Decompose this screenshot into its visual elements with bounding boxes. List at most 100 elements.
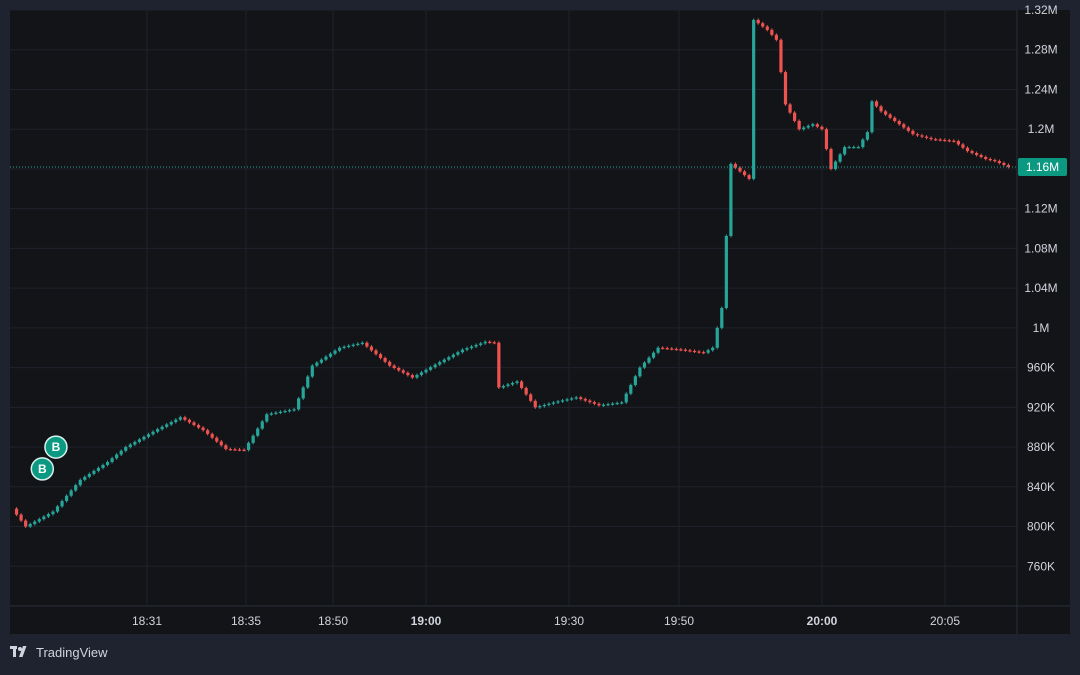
candle-body: [201, 427, 205, 431]
candle-body: [479, 343, 483, 345]
candle-body: [383, 357, 387, 362]
candle-body: [624, 393, 628, 403]
candle-body: [824, 129, 829, 150]
y-tick-label: 1.08M: [1024, 241, 1057, 255]
x-tick-label: 18:35: [231, 614, 261, 628]
candle-body: [811, 124, 815, 126]
candle-body: [524, 387, 528, 395]
candle-body: [392, 365, 396, 368]
candle-body: [165, 424, 169, 427]
candle-body: [51, 511, 55, 515]
candle-body: [506, 384, 510, 386]
candle-body: [101, 464, 105, 468]
candle-body: [661, 347, 665, 349]
candle-body: [833, 161, 838, 169]
candle-body: [879, 106, 883, 112]
candle-body: [601, 404, 606, 406]
candle-body: [984, 157, 988, 159]
candle-body: [96, 467, 101, 471]
candle-body: [761, 23, 765, 27]
candle-body: [847, 147, 851, 149]
candle-body: [301, 387, 305, 399]
y-tick-label: 800K: [1027, 520, 1055, 534]
candle-body: [28, 524, 32, 527]
candle-body: [674, 348, 678, 351]
candle-body: [1002, 162, 1006, 165]
x-tick-label: 20:05: [930, 614, 960, 628]
candle-body: [551, 402, 556, 404]
candle-body: [529, 394, 533, 401]
candle-body: [192, 422, 196, 426]
candle-body: [328, 353, 333, 357]
candle-body: [656, 347, 660, 353]
candle-body: [429, 367, 433, 370]
candle-body: [774, 34, 778, 40]
candle-body: [338, 347, 342, 351]
candle-body: [556, 401, 560, 403]
candle-body: [911, 130, 915, 135]
brand-label: TradingView: [36, 644, 108, 660]
candle-body: [319, 359, 323, 363]
candle-body: [169, 422, 173, 425]
candle-body: [802, 127, 806, 130]
candle-body: [265, 414, 269, 422]
candle-body: [151, 431, 155, 435]
candle-body: [565, 399, 569, 401]
candle-body: [611, 403, 615, 405]
candle-body: [633, 376, 637, 385]
candle-body: [187, 419, 192, 423]
footer: TradingView: [10, 641, 108, 663]
candle-body: [74, 485, 78, 491]
candle-body: [533, 400, 537, 408]
candle-body: [943, 139, 947, 142]
candle-body: [793, 112, 797, 121]
candle-body: [979, 155, 983, 158]
candle-body: [433, 364, 437, 368]
candle-body: [929, 137, 933, 140]
candle-body: [647, 357, 651, 363]
candle-body: [797, 120, 801, 130]
candle-body: [642, 362, 647, 368]
candle-body: [237, 449, 242, 451]
candle-body: [665, 348, 669, 350]
candle-body: [260, 421, 264, 429]
candle-body: [37, 519, 41, 522]
candle-body: [137, 439, 141, 442]
candle-body: [733, 163, 738, 168]
candle-body: [888, 114, 892, 118]
candle-body: [492, 342, 496, 344]
buy-marker-label: B: [38, 462, 47, 476]
candle-body: [870, 101, 874, 133]
candle-body: [688, 350, 692, 352]
y-tick-label: 920K: [1027, 400, 1055, 414]
candle-body: [146, 434, 151, 437]
candle-body: [884, 111, 888, 115]
candle-body: [783, 72, 788, 105]
candle-body: [651, 352, 656, 358]
candle-body: [87, 473, 91, 477]
candle-body: [538, 406, 542, 408]
candle-body: [251, 435, 255, 443]
candle-body: [724, 235, 728, 308]
candle-body: [283, 410, 287, 413]
chart-pane: [10, 10, 1070, 634]
candle-body: [474, 344, 478, 347]
candle-body: [196, 425, 201, 428]
candle-body: [242, 449, 246, 451]
candle-body: [460, 349, 465, 353]
candle-body: [24, 520, 28, 527]
candle-body: [815, 124, 819, 127]
candle-body: [128, 444, 132, 448]
buy-marker-label: B: [52, 440, 61, 454]
candle-body: [893, 117, 897, 122]
candle-body: [947, 140, 951, 142]
candle-body: [938, 139, 942, 141]
candle-body: [560, 400, 565, 402]
candle-body: [615, 402, 619, 405]
candle-body: [924, 136, 929, 138]
last-price-label: 1.16M: [1026, 160, 1059, 174]
x-tick-label: 20:00: [807, 614, 838, 628]
candle-body: [374, 350, 378, 355]
